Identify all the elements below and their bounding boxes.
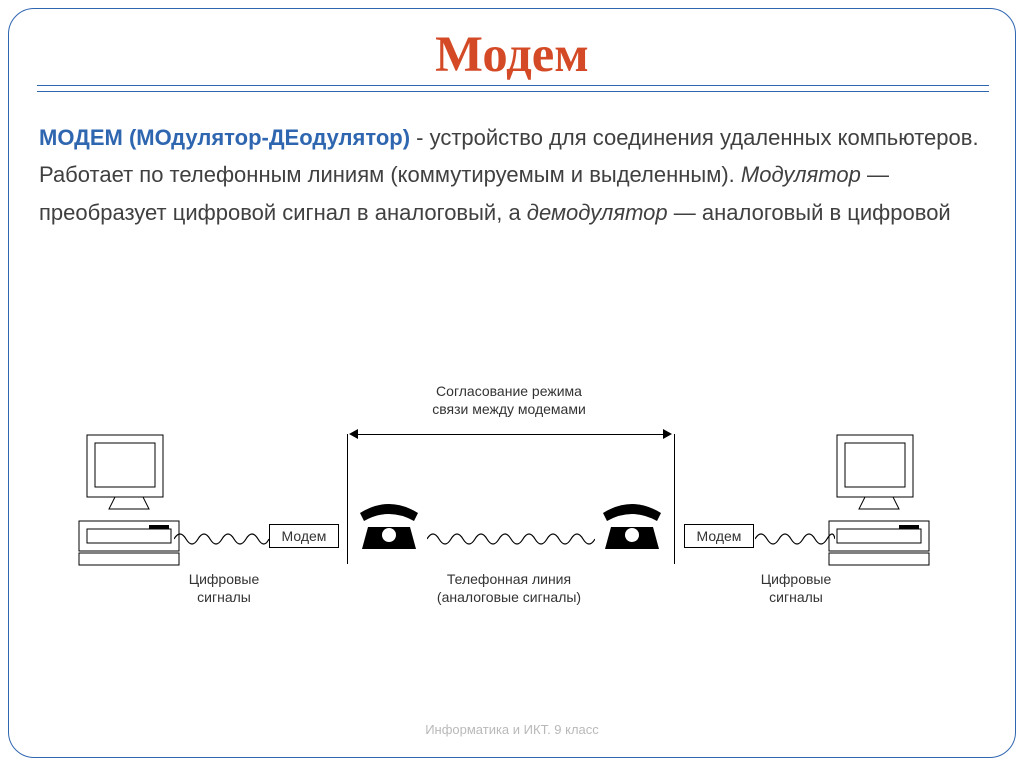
digital-signals-right-label: Цифровые сигналы: [741, 571, 851, 606]
phone-line-label: Телефонная линия (аналоговые сигналы): [399, 571, 619, 606]
diagram-top-arrow-left: [349, 429, 358, 439]
title-rule-2: [37, 91, 989, 92]
italic-modulator: Модулятор: [741, 162, 861, 187]
term-modem: МОДЕМ: [39, 125, 123, 150]
slide-title: Модем: [9, 25, 1015, 83]
definition-paragraph: МОДЕМ (МОдулятор-ДЕодулятор) - устройств…: [39, 119, 999, 231]
wavy-pc-left-modem: [174, 529, 269, 549]
diagram-top-label: Согласование режима связи между модемами: [399, 383, 619, 418]
diagram-vline-left: [347, 434, 348, 564]
telephone-left-icon: [354, 499, 424, 554]
modem-left-box: Модем: [269, 524, 339, 548]
diagram-top-arrow-right: [663, 429, 672, 439]
italic-demodulator: демодулятор: [527, 200, 668, 225]
slide-footer: Информатика и ИКТ. 9 класс: [9, 722, 1015, 737]
definition-text-3: — аналоговый в цифровой: [674, 200, 951, 225]
computer-right-icon: [819, 429, 939, 569]
modem-diagram: Согласование режима связи между модемами: [39, 379, 989, 639]
wavy-modem-pc-right: [755, 529, 835, 549]
diagram-vline-right: [674, 434, 675, 564]
wavy-phone-line: [427, 529, 595, 549]
title-rule-1: [37, 85, 989, 86]
telephone-right-icon: [597, 499, 667, 554]
computer-left-icon: [69, 429, 189, 569]
diagram-top-arrow-line: [351, 434, 670, 435]
digital-signals-left-label: Цифровые сигналы: [169, 571, 279, 606]
slide-frame: Модем МОДЕМ (МОдулятор-ДЕодулятор) - уст…: [8, 8, 1016, 758]
term-expansion: (МОдулятор-ДЕодулятор): [129, 125, 410, 150]
modem-right-box: Модем: [684, 524, 754, 548]
